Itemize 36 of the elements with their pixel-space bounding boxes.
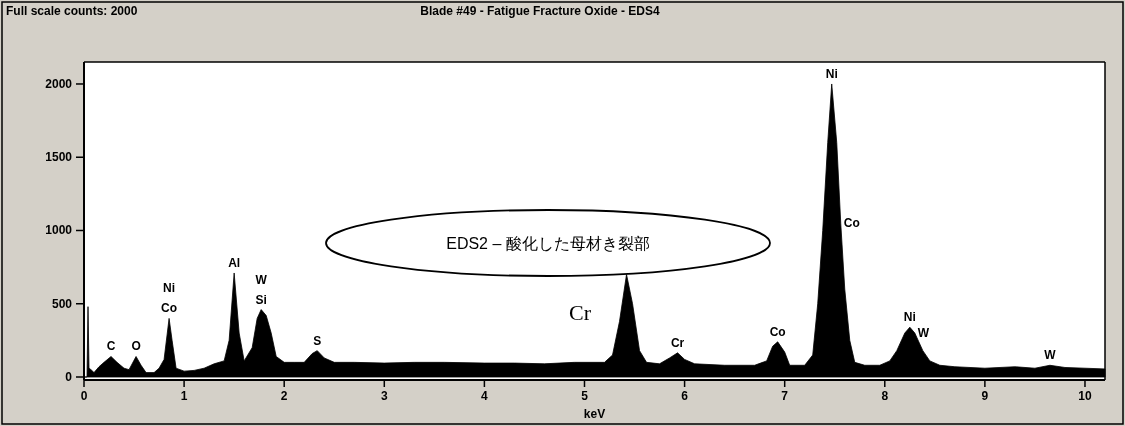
annotation: W xyxy=(917,326,930,341)
x-tick-label: 5 xyxy=(581,389,589,403)
annotation: Ni xyxy=(163,281,176,296)
y-tick-label: 0 xyxy=(65,370,73,384)
text: Full scale counts: 2000 xyxy=(6,4,138,18)
x-tick-label: 2 xyxy=(280,389,288,403)
annotation: Al xyxy=(228,255,241,270)
annotation: Cr xyxy=(670,335,685,350)
annotation: S xyxy=(313,333,322,348)
annotation: C xyxy=(106,339,116,354)
annotation: Co xyxy=(161,301,178,316)
x-tick-label: 6 xyxy=(681,389,689,403)
x-tick-label: 0 xyxy=(80,389,88,403)
y-tick-label: 1000 xyxy=(45,223,73,238)
y-tick-label: 500 xyxy=(51,296,73,311)
x-tick-label: 1 xyxy=(180,389,188,403)
annotation: Si xyxy=(255,292,267,307)
chart-title: Blade #49 - Fatigue Fracture Oxide - EDS4 xyxy=(420,4,661,18)
x-tick-label: 7 xyxy=(781,389,789,403)
x-tick-label: 10 xyxy=(1078,389,1092,403)
annotation: O xyxy=(131,339,141,354)
x-tick-label: 9 xyxy=(981,389,989,403)
annotation: Co xyxy=(769,324,786,339)
annotation: Cr xyxy=(569,300,592,325)
annotation: Ni xyxy=(825,66,838,81)
x-tick-label: 8 xyxy=(881,389,889,403)
x-tick-label: 3 xyxy=(380,389,388,403)
annotation: Co xyxy=(843,216,860,231)
y-tick-label: 2000 xyxy=(45,76,73,91)
x-tick-label: 4 xyxy=(481,389,489,403)
y-tick-label: 1500 xyxy=(45,150,73,165)
x-axis-title: keV xyxy=(583,407,606,421)
annotation: Ni xyxy=(903,310,916,325)
annotation: EDS2 – 酸化した母材き裂部 xyxy=(446,235,650,252)
annotation: W xyxy=(255,272,268,287)
annotation: W xyxy=(1044,348,1057,363)
